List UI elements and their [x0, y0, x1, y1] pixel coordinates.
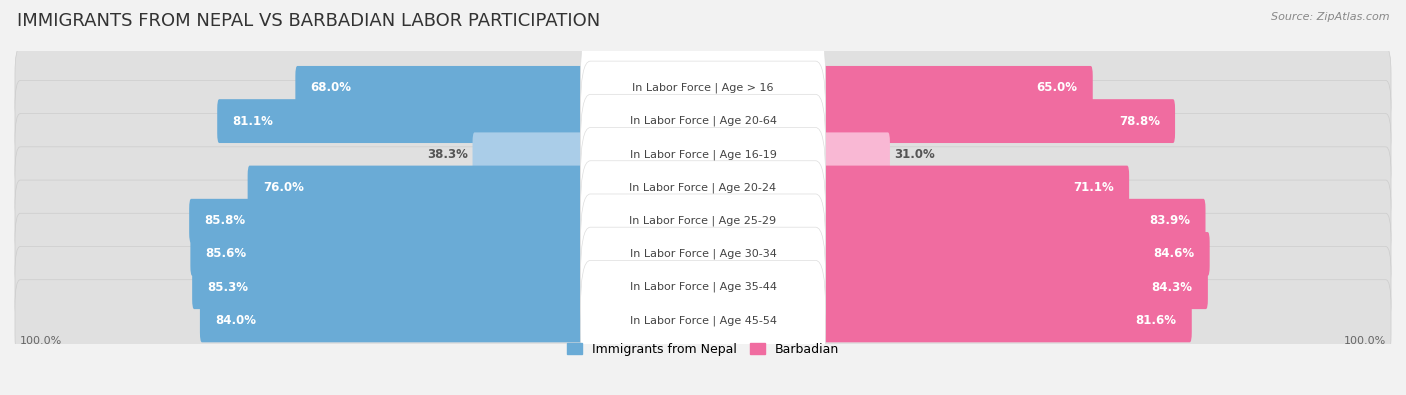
FancyBboxPatch shape	[581, 94, 825, 214]
FancyBboxPatch shape	[702, 66, 1092, 110]
Text: 84.0%: 84.0%	[215, 314, 256, 327]
FancyBboxPatch shape	[581, 260, 825, 380]
Text: 83.9%: 83.9%	[1149, 214, 1191, 227]
Text: In Labor Force | Age 30-34: In Labor Force | Age 30-34	[630, 249, 776, 259]
FancyBboxPatch shape	[702, 99, 1175, 143]
FancyBboxPatch shape	[295, 66, 704, 110]
FancyBboxPatch shape	[15, 81, 1391, 162]
Text: 100.0%: 100.0%	[20, 336, 62, 346]
Text: 38.3%: 38.3%	[427, 148, 468, 161]
FancyBboxPatch shape	[190, 232, 704, 276]
Text: 85.3%: 85.3%	[208, 281, 249, 294]
FancyBboxPatch shape	[581, 28, 825, 148]
FancyBboxPatch shape	[581, 194, 825, 314]
FancyBboxPatch shape	[15, 147, 1391, 228]
Text: 71.1%: 71.1%	[1073, 181, 1114, 194]
Text: In Labor Force | Age 25-29: In Labor Force | Age 25-29	[630, 216, 776, 226]
FancyBboxPatch shape	[15, 213, 1391, 295]
Text: 85.8%: 85.8%	[204, 214, 246, 227]
Text: In Labor Force | Age 16-19: In Labor Force | Age 16-19	[630, 149, 776, 160]
Text: In Labor Force | Age 45-54: In Labor Force | Age 45-54	[630, 315, 776, 325]
FancyBboxPatch shape	[702, 265, 1208, 309]
FancyBboxPatch shape	[472, 132, 704, 176]
Text: 65.0%: 65.0%	[1036, 81, 1077, 94]
FancyBboxPatch shape	[15, 180, 1391, 261]
FancyBboxPatch shape	[200, 299, 704, 342]
Text: 100.0%: 100.0%	[1344, 336, 1386, 346]
FancyBboxPatch shape	[217, 99, 704, 143]
FancyBboxPatch shape	[581, 128, 825, 248]
Text: 31.0%: 31.0%	[894, 148, 935, 161]
FancyBboxPatch shape	[15, 47, 1391, 129]
Text: In Labor Force | Age 35-44: In Labor Force | Age 35-44	[630, 282, 776, 292]
FancyBboxPatch shape	[15, 114, 1391, 195]
FancyBboxPatch shape	[702, 166, 1129, 209]
FancyBboxPatch shape	[15, 246, 1391, 328]
Text: 81.6%: 81.6%	[1136, 314, 1177, 327]
Legend: Immigrants from Nepal, Barbadian: Immigrants from Nepal, Barbadian	[562, 338, 844, 361]
Text: 78.8%: 78.8%	[1119, 115, 1160, 128]
FancyBboxPatch shape	[193, 265, 704, 309]
Text: 76.0%: 76.0%	[263, 181, 304, 194]
FancyBboxPatch shape	[702, 199, 1205, 243]
Text: In Labor Force | Age > 16: In Labor Force | Age > 16	[633, 83, 773, 93]
FancyBboxPatch shape	[247, 166, 704, 209]
FancyBboxPatch shape	[581, 227, 825, 347]
Text: 85.6%: 85.6%	[205, 247, 246, 260]
Text: 84.6%: 84.6%	[1153, 247, 1195, 260]
Text: 84.3%: 84.3%	[1152, 281, 1192, 294]
Text: In Labor Force | Age 20-24: In Labor Force | Age 20-24	[630, 182, 776, 193]
FancyBboxPatch shape	[702, 232, 1209, 276]
FancyBboxPatch shape	[190, 199, 704, 243]
Text: In Labor Force | Age 20-64: In Labor Force | Age 20-64	[630, 116, 776, 126]
FancyBboxPatch shape	[581, 161, 825, 281]
FancyBboxPatch shape	[702, 299, 1192, 342]
Text: 68.0%: 68.0%	[311, 81, 352, 94]
FancyBboxPatch shape	[15, 280, 1391, 361]
Text: IMMIGRANTS FROM NEPAL VS BARBADIAN LABOR PARTICIPATION: IMMIGRANTS FROM NEPAL VS BARBADIAN LABOR…	[17, 12, 600, 30]
FancyBboxPatch shape	[702, 132, 890, 176]
Text: 81.1%: 81.1%	[232, 115, 273, 128]
FancyBboxPatch shape	[581, 61, 825, 181]
Text: Source: ZipAtlas.com: Source: ZipAtlas.com	[1271, 12, 1389, 22]
